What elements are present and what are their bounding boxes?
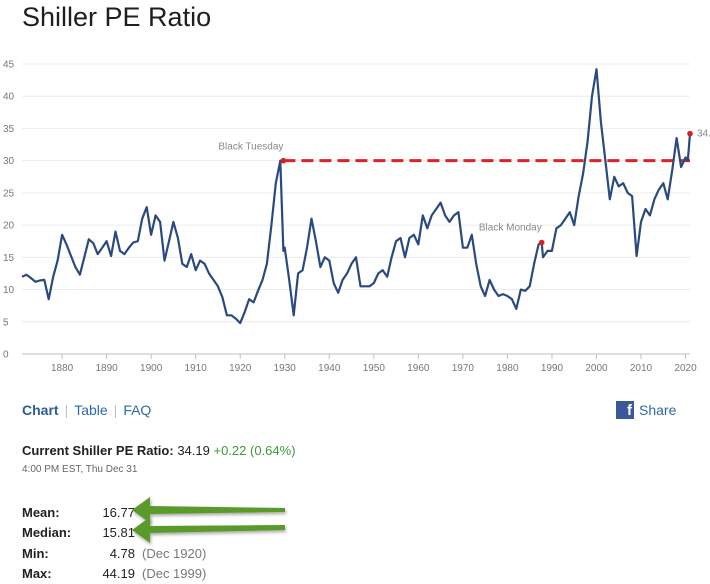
current-value-line: Current Shiller PE Ratio: 34.19 +0.22 (0… [22,443,296,458]
y-tick-label: 35 [3,124,15,135]
tab-faq[interactable]: FAQ [123,402,151,418]
x-tick-label: 1940 [318,363,341,374]
tab-chart[interactable]: Chart [22,402,59,418]
pe-ratio-line [22,69,690,323]
y-tick-label: 5 [3,317,9,328]
stats-block: Mean: 16.77 Median: 15.81 Min: 4.78 (Dec… [22,502,206,584]
y-tick-label: 25 [3,188,15,199]
stat-value: 44.19 [84,566,135,581]
tab-divider: | [65,402,69,418]
x-tick-label: 1880 [51,363,74,374]
x-tick-label: 1990 [541,363,564,374]
stat-row-max: Max: 44.19 (Dec 1999) [22,564,206,584]
stat-label: Max: [22,566,84,581]
stat-label: Mean: [22,505,84,520]
x-tick-label: 1970 [452,363,475,374]
chart-tabs: Chart | Table | FAQ [22,402,151,418]
x-tick-label: 1920 [229,363,252,374]
annotation-marker [539,240,545,246]
shiller-pe-chart: 0 5 10 15 20 25 30 35 40 45 1880 1890 1900 1910 1920 19… [0,46,710,386]
y-tick-label: 20 [3,221,15,232]
x-tick-label: 1900 [140,363,163,374]
stat-note: (Dec 1999) [142,566,206,581]
current-label: Current Shiller PE Ratio: [22,443,174,458]
stat-row-mean: Mean: 16.77 [22,502,206,523]
share-label: Share [639,402,676,418]
current-value: 34.19 [177,443,210,458]
current-change: +0.22 (0.64%) [214,443,296,458]
page-title: Shiller PE Ratio [22,2,211,33]
stat-label: Min: [22,546,84,561]
facebook-icon: f [616,401,634,419]
y-tick-label: 15 [3,253,15,264]
annotation-marker [281,158,287,164]
x-tick-label: 1890 [95,363,118,374]
timestamp: 4:00 PM EST, Thu Dec 31 [22,464,137,475]
stat-value: 4.78 [84,546,135,561]
x-tick-label: 1960 [407,363,430,374]
x-tick-label: 2020 [674,363,697,374]
stat-row-min: Min: 4.78 (Dec 1920) [22,543,206,564]
annotation-marker [687,131,693,137]
annotation-label: 34.19 [697,129,710,140]
x-tick-label: 1980 [496,363,519,374]
annotation-label: Black Monday [479,223,542,234]
y-tick-label: 30 [3,156,15,167]
x-tick-label: 2010 [630,363,653,374]
stat-value: 15.81 [84,525,135,540]
x-tick-label: 1910 [185,363,208,374]
stat-value: 16.77 [84,505,135,520]
stat-note: (Dec 1920) [142,546,206,561]
x-tick-label: 1950 [363,363,386,374]
tab-divider: | [114,402,118,418]
stat-label: Median: [22,525,84,540]
y-tick-label: 10 [3,285,15,296]
y-tick-label: 40 [3,92,15,103]
tab-table[interactable]: Table [74,402,107,418]
y-tick-label: 0 [3,350,9,361]
stat-row-median: Median: 15.81 [22,523,206,544]
annotation-label: Black Tuesday [218,142,283,153]
x-tick-label: 2000 [585,363,608,374]
share-button[interactable]: f Share [616,401,676,419]
x-tick-label: 1930 [274,363,297,374]
y-tick-label: 45 [3,60,15,71]
